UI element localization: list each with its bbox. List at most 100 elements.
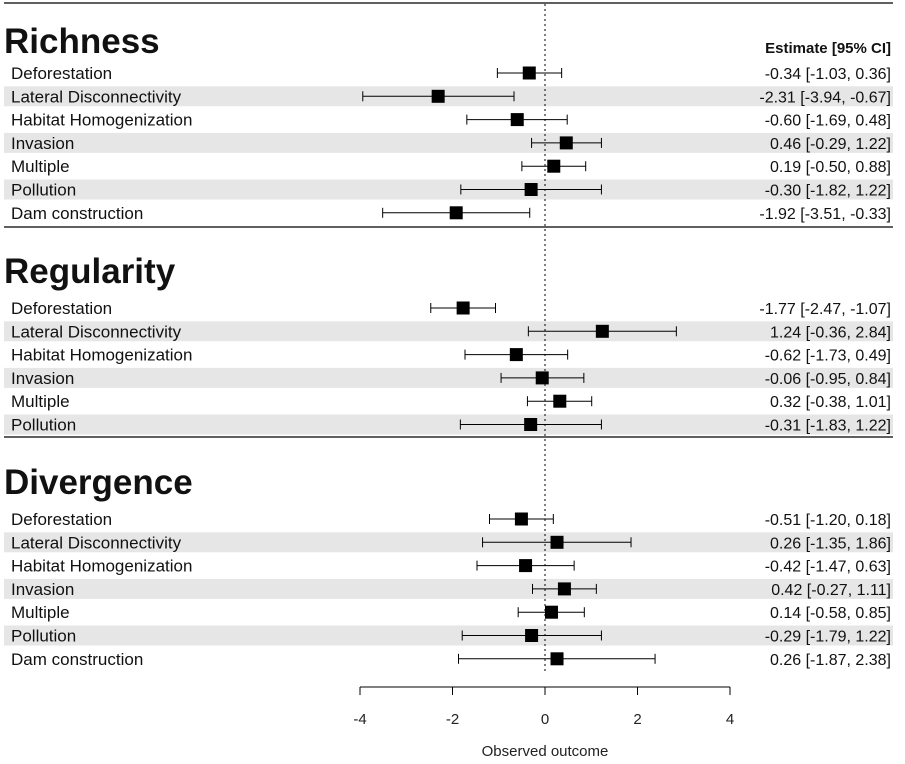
estimate-marker [559,136,573,150]
section-title: Richness [4,22,160,61]
estimate-marker [509,348,523,362]
forest-row: Deforestation -1.77 [-2.47, -1.07] [11,299,891,318]
row-label: Deforestation [11,64,112,83]
estimate-marker [431,89,445,103]
row-label: Lateral Disconnectivity [11,322,182,341]
row-label: Habitat Homogenization [11,111,192,130]
forest-row: Habitat Homogenization -0.60 [-1.69, 0.48… [11,111,891,130]
forest-row: Lateral Disconnectivity 1.24 [-0.36, 2.84… [11,322,891,341]
estimate-ci-text: 0.14 [-0.58, 0.85] [770,605,891,622]
row-stripe [4,321,893,342]
estimate-ci-text: 0.32 [-0.38, 1.01] [770,394,891,411]
estimate-ci-text: -0.30 [-1.82, 1.22] [765,183,891,200]
estimate-ci-text: -1.77 [-2.47, -1.07] [759,301,891,318]
estimate-marker [525,629,539,642]
estimate-header: Estimate [95% CI] [765,40,891,57]
estimate-ci-text: -0.42 [-1.47, 0.63] [765,559,891,576]
estimate-marker [557,582,571,596]
row-stripe [4,578,893,599]
estimate-marker [595,324,609,338]
estimate-ci-text: -0.34 [-1.03, 0.36] [765,66,891,83]
estimate-ci-text: -2.31 [-3.94, -0.67] [759,89,891,106]
x-tick-label: 2 [633,711,641,728]
row-label: Lateral Disconnectivity [11,87,182,106]
forest-row: Invasion 0.42 [-0.27, 1.11] [11,580,891,599]
section-title: Divergence [4,463,193,502]
x-tick-label: 4 [726,711,734,728]
row-label: Multiple [11,392,70,411]
forest-row: Dam construction 0.26 [-1.87, 2.38] [11,650,891,669]
row-stripe [4,367,893,388]
row-label: Dam construction [11,204,143,223]
forest-row: Lateral Disconnectivity -2.31 [-3.94, -0.… [11,87,891,106]
estimate-ci-text: 0.46 [-0.29, 1.22] [770,136,891,153]
row-label: Habitat Homogenization [11,557,192,576]
forest-row: Invasion 0.46 [-0.29, 1.22] [11,134,891,153]
row-stripe [4,532,893,553]
row-stripe [4,414,893,435]
section-dividers [4,2,893,438]
forest-row: Dam construction -1.92 [-3.51, -0.33] [11,204,891,223]
row-label: Deforestation [11,510,112,529]
row-label: Pollution [11,627,76,646]
estimate-ci-text: 0.26 [-1.87, 2.38] [770,652,891,669]
estimate-ci-text: -1.92 [-3.51, -0.33] [759,206,891,223]
estimate-ci-text: -0.31 [-1.83, 1.22] [765,418,891,435]
forest-row: Multiple 0.19 [-0.50, 0.88] [11,157,891,176]
forest-row: Deforestation -0.34 [-1.03, 0.36] [11,64,891,83]
row-stripe [4,625,893,646]
estimate-marker [553,394,567,408]
estimate-marker [535,371,549,385]
forest-row: Invasion -0.06 [-0.95, 0.84] [11,369,891,388]
estimate-ci-text: -0.29 [-1.79, 1.22] [765,629,891,646]
estimate-marker [510,113,524,127]
estimate-marker [544,605,558,619]
forest-row: Deforestation -0.51 [-1.20, 0.18] [11,510,891,529]
estimate-ci-text: -0.62 [-1.73, 0.49] [765,348,891,365]
row-label: Habitat Homogenization [11,346,192,365]
forest-row: Habitat Homogenization -0.62 [-1.73, 0.49… [11,346,891,365]
estimate-marker [456,301,470,315]
row-label: Invasion [11,580,74,599]
estimate-ci-text: 0.19 [-0.50, 0.88] [770,159,891,176]
x-axis-title: Observed outcome [482,743,609,760]
x-tick-label: 0 [541,711,549,728]
forest-rows: Richness Deforestation -0.34 [-1.03, 0.36]… [4,22,891,669]
estimate-marker [550,535,564,549]
forest-row: Pollution -0.30 [-1.82, 1.22] [11,181,891,200]
estimate-ci-text: 1.24 [-0.36, 2.84] [770,324,891,341]
row-label: Pollution [11,181,76,200]
row-stripe [4,179,893,200]
row-label: Lateral Disconnectivity [11,533,182,552]
x-tick-label: -4 [353,711,366,728]
row-stripe [4,132,893,153]
estimate-marker [524,183,538,196]
estimate-ci-text: -0.06 [-0.95, 0.84] [765,371,891,388]
row-stripes [4,86,893,646]
estimate-ci-text: -0.51 [-1.20, 0.18] [765,512,891,529]
row-label: Dam construction [11,650,143,669]
estimate-marker [522,66,536,80]
x-axis: -4 -2 0 2 4 [353,686,734,728]
x-tick-label: -2 [446,711,459,728]
estimate-marker [547,159,561,173]
row-label: Invasion [11,369,74,388]
row-label: Invasion [11,134,74,153]
forest-row: Lateral Disconnectivity 0.26 [-1.35, 1.86… [11,533,891,552]
forest-row: Multiple 0.14 [-0.58, 0.85] [11,603,891,622]
row-label: Pollution [11,416,76,435]
forest-row: Pollution -0.29 [-1.79, 1.22] [11,627,891,646]
estimate-marker [524,418,538,431]
estimate-ci-text: 0.26 [-1.35, 1.86] [770,535,891,552]
estimate-marker [449,206,463,220]
estimate-marker [519,559,533,573]
row-label: Multiple [11,157,70,176]
forest-row: Multiple 0.32 [-0.38, 1.01] [11,392,891,411]
section-title: Regularity [4,252,176,291]
forest-row: Pollution -0.31 [-1.83, 1.22] [11,416,891,435]
row-label: Deforestation [11,299,112,318]
row-label: Multiple [11,603,70,622]
estimate-marker [550,652,564,666]
estimate-ci-text: 0.42 [-0.27, 1.11] [771,582,891,599]
